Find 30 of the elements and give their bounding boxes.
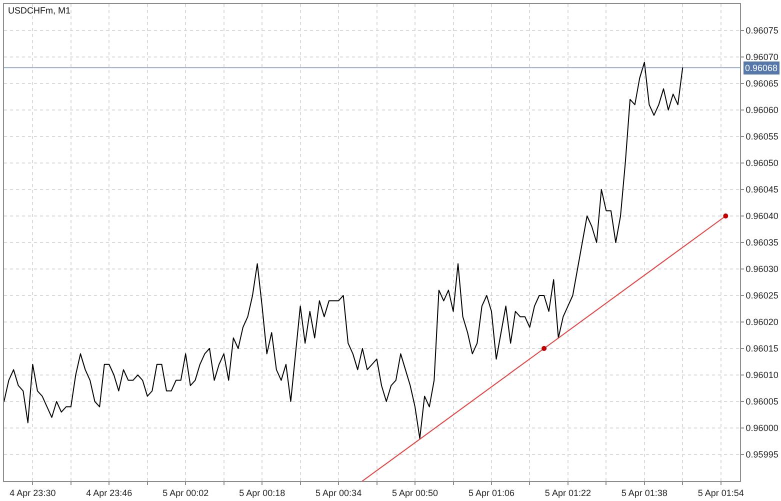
x-tick-label: 5 Apr 00:34 [316, 488, 362, 498]
y-tick-label: 0.96040 [746, 211, 778, 222]
y-tick-label: 0.96075 [746, 26, 778, 36]
y-tick-label: 0.96070 [746, 52, 778, 62]
y-tick-label: 0.95995 [746, 450, 778, 460]
y-tick-label: 0.96030 [746, 264, 778, 274]
chart-title: USDCHFm, M1 [8, 5, 70, 16]
x-tick-label: 4 Apr 23:30 [10, 488, 56, 498]
x-tick-label: 5 Apr 00:18 [239, 488, 286, 498]
x-tick-label: 5 Apr 01:38 [621, 488, 668, 498]
y-tick-label: 0.96060 [746, 105, 778, 116]
x-tick-label: 5 Apr 01:54 [698, 488, 744, 498]
y-tick-label: 0.96055 [746, 132, 778, 142]
y-tick-label: 0.96020 [746, 317, 778, 328]
y-tick-label: 0.96005 [746, 396, 778, 407]
y-tick-label: 0.96035 [746, 238, 778, 248]
x-tick-label: 5 Apr 01:22 [544, 488, 591, 498]
y-tick-label: 0.96065 [746, 78, 778, 89]
x-tick-label: 5 Apr 01:06 [468, 488, 515, 498]
y-tick-label: 0.96000 [746, 423, 778, 434]
x-tick-label: 4 Apr 23:46 [86, 488, 132, 498]
y-tick-label: 0.96025 [746, 290, 778, 301]
y-tick-label: 0.96015 [746, 344, 778, 354]
x-tick-label: 5 Apr 00:02 [162, 488, 209, 498]
y-tick-label: 0.96010 [746, 370, 778, 380]
x-tick-label: 5 Apr 00:50 [392, 488, 438, 498]
ref-line-label: 0.96068 [745, 63, 778, 73]
y-tick-label: 0.96045 [746, 184, 778, 195]
line-series [4, 62, 684, 440]
y-tick-label: 0.96050 [746, 158, 778, 168]
